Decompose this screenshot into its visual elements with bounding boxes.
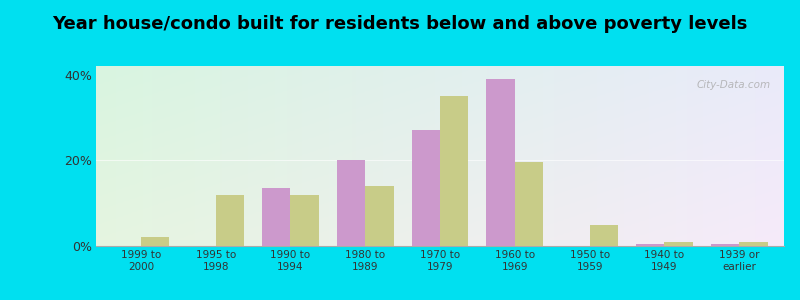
Bar — [262, 188, 290, 246]
Bar — [440, 96, 469, 246]
Bar — [141, 237, 170, 246]
Bar — [486, 79, 514, 246]
Text: City-Data.com: City-Data.com — [696, 80, 770, 90]
Bar — [710, 244, 739, 246]
Bar — [366, 186, 394, 246]
Bar — [664, 242, 693, 246]
Text: Year house/condo built for residents below and above poverty levels: Year house/condo built for residents bel… — [52, 15, 748, 33]
Bar — [590, 225, 618, 246]
Bar — [337, 160, 366, 246]
Bar — [739, 242, 767, 246]
Bar — [290, 195, 319, 246]
Bar — [514, 162, 543, 246]
Bar — [216, 195, 244, 246]
Bar — [636, 244, 664, 246]
Bar — [411, 130, 440, 246]
